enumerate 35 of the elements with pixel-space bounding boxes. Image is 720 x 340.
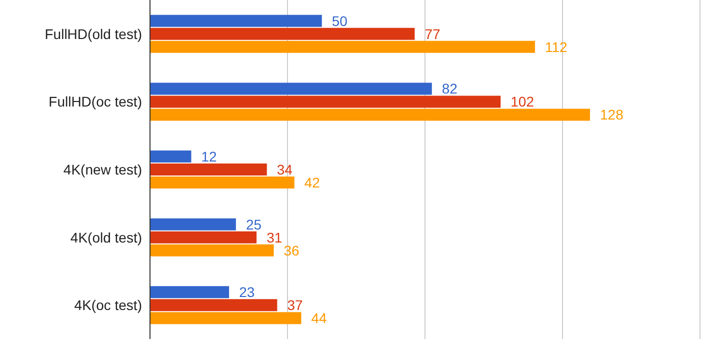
y-tick-label: FullHD(old test) [44, 26, 142, 42]
data-label: 50 [332, 12, 348, 29]
bar [150, 176, 294, 189]
data-label: 77 [424, 26, 440, 42]
data-label: 37 [287, 297, 303, 314]
data-label: 128 [600, 106, 624, 123]
data-label: 102 [510, 94, 534, 110]
data-label: 34 [276, 161, 293, 178]
data-label: 36 [284, 242, 300, 258]
bar [150, 14, 322, 27]
y-tick-label: FullHD(oc test) [48, 94, 142, 110]
bar [150, 40, 535, 53]
data-label: 42 [304, 174, 320, 190]
bar [150, 108, 590, 121]
bar [150, 286, 230, 298]
bar [150, 299, 278, 312]
bar [150, 28, 415, 40]
bar [150, 82, 432, 95]
bar [150, 244, 274, 256]
y-tick-label: 4K(old test) [70, 229, 142, 246]
bar [150, 164, 267, 176]
bar [150, 96, 501, 108]
y-tick-label: 4K(new test) [63, 161, 142, 178]
data-label: 44 [311, 310, 328, 326]
data-label: 31 [266, 229, 282, 246]
data-label: 112 [545, 38, 568, 55]
data-label: 25 [246, 216, 262, 232]
bar [150, 231, 257, 244]
data-label: 23 [239, 284, 255, 300]
bar [150, 150, 192, 163]
bar [150, 218, 236, 230]
data-label: 12 [201, 148, 218, 164]
data-label: 82 [442, 80, 458, 97]
bar [150, 312, 302, 324]
y-tick-label: 4K(oc test) [74, 297, 142, 314]
